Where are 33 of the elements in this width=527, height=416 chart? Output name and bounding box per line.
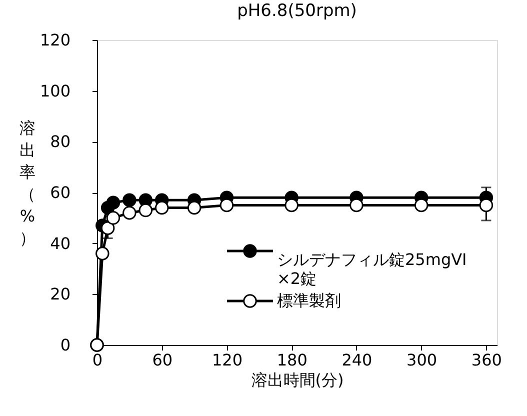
point	[96, 246, 110, 260]
y-tick-label: 80	[50, 132, 70, 152]
x-tick-label: 240	[342, 350, 372, 370]
x-tick-label: 120	[212, 350, 243, 370]
x-tick-label: 60	[152, 350, 173, 370]
y-tick-label: 60	[50, 183, 70, 202]
y-tick-label: 0	[60, 336, 70, 354]
y-axis-title: 溶出率（%）	[20, 118, 36, 248]
x-tick-label: 0	[92, 350, 103, 370]
legend-label: 標準製剤	[277, 291, 341, 310]
y-tick-label: 100	[40, 81, 70, 100]
x-tick-label: 180	[276, 350, 308, 370]
point	[284, 198, 298, 212]
x-tick-label: 300	[406, 350, 438, 370]
point	[122, 193, 136, 207]
y-tick-label: 40	[50, 234, 70, 253]
point	[220, 198, 234, 212]
point	[138, 203, 153, 218]
point	[187, 200, 202, 215]
x-tick-label: 360	[471, 350, 502, 370]
point	[106, 211, 120, 225]
point	[479, 198, 494, 212]
point	[414, 198, 428, 212]
y-tick-label: 20	[50, 284, 70, 304]
x-axis-title: 溶出時間(分)	[251, 370, 344, 390]
point	[350, 198, 364, 212]
point	[122, 206, 136, 220]
legend-label: シルデナフィル錠25mgVI ×2錠	[277, 250, 467, 288]
point	[100, 221, 115, 235]
point	[106, 196, 120, 210]
y-tick-label: 120	[40, 30, 70, 50]
point	[154, 200, 169, 215]
chart-title: pH6.8(50rpm)	[237, 1, 357, 21]
